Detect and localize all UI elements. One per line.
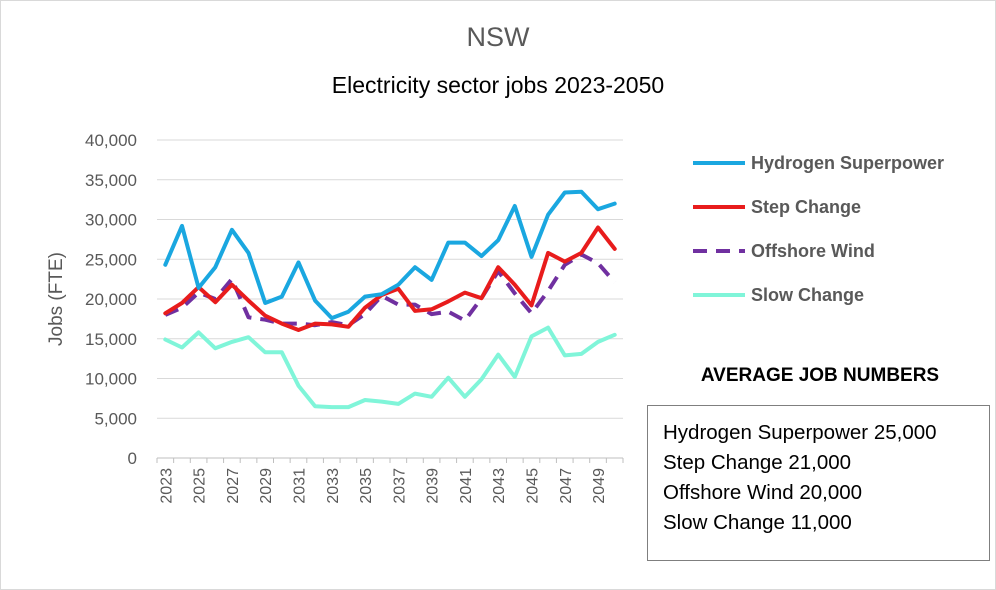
x-tick-label: 2049 <box>591 468 608 504</box>
y-tick-label: 40,000 <box>85 131 137 150</box>
average-job-numbers-heading: AVERAGE JOB NUMBERS <box>700 365 940 386</box>
x-tick-label: 2027 <box>225 468 242 504</box>
axes: 0 5,000 10,000 15,000 20,000 25,000 30,000 35,0… <box>46 131 624 504</box>
legend: Hydrogen Superpower Step Change Offshore W… <box>693 153 944 305</box>
chart-subtitle: Electricity sector jobs 2023-2050 <box>331 72 665 98</box>
x-tick-label: 2047 <box>558 468 575 504</box>
x-tick-label: 2037 <box>391 468 408 504</box>
y-tick-label: 30,000 <box>85 211 137 230</box>
x-tick-label: 2029 <box>258 468 275 504</box>
x-tick-label: 2041 <box>458 468 475 504</box>
series-line-hydrogen-superpower <box>163 189 617 321</box>
x-tick-label: 2045 <box>524 468 541 504</box>
x-tick-label: 2039 <box>425 468 442 504</box>
series-line-offshore-wind <box>164 252 617 328</box>
y-axis-label: Jobs (FTE) <box>46 252 67 346</box>
y-tick-label: 25,000 <box>85 250 137 269</box>
chart-title: NSW <box>466 22 530 52</box>
series-line-step-change <box>163 225 617 332</box>
y-tick-label: 5,000 <box>94 409 137 428</box>
average-job-numbers-box: Hydrogen Superpower 25,000 Step Change 2… <box>647 405 990 561</box>
y-tick-label: 35,000 <box>85 171 137 190</box>
x-tick-label: 2031 <box>291 468 308 504</box>
average-line-slow-change: Slow Change 11,000 <box>663 511 852 534</box>
x-tick-label: 2035 <box>358 468 375 504</box>
legend-label-step-change: Step Change <box>751 197 861 217</box>
y-tick-label: 0 <box>128 449 137 468</box>
y-tick-label: 20,000 <box>85 290 137 309</box>
x-tick-label: 2033 <box>325 468 342 504</box>
x-tick-label: 2025 <box>192 468 209 504</box>
legend-label-offshore-wind: Offshore Wind <box>751 241 875 261</box>
average-line-offshore-wind: Offshore Wind 20,000 <box>663 481 863 504</box>
x-tick-label: 2043 <box>491 468 508 504</box>
y-tick-label: 10,000 <box>85 370 137 389</box>
series-line-slow-change <box>163 325 617 410</box>
legend-label-slow-change: Slow Change <box>751 285 864 305</box>
average-line-hydrogen-superpower: Hydrogen Superpower 25,000 <box>663 421 937 444</box>
legend-label-hydrogen-superpower: Hydrogen Superpower <box>751 153 944 173</box>
y-tick-label: 15,000 <box>85 330 137 349</box>
x-tick-label: 2023 <box>158 468 175 504</box>
average-line-step-change: Step Change 21,000 <box>663 451 852 474</box>
gridlines <box>157 139 623 419</box>
series-lines <box>163 189 617 410</box>
